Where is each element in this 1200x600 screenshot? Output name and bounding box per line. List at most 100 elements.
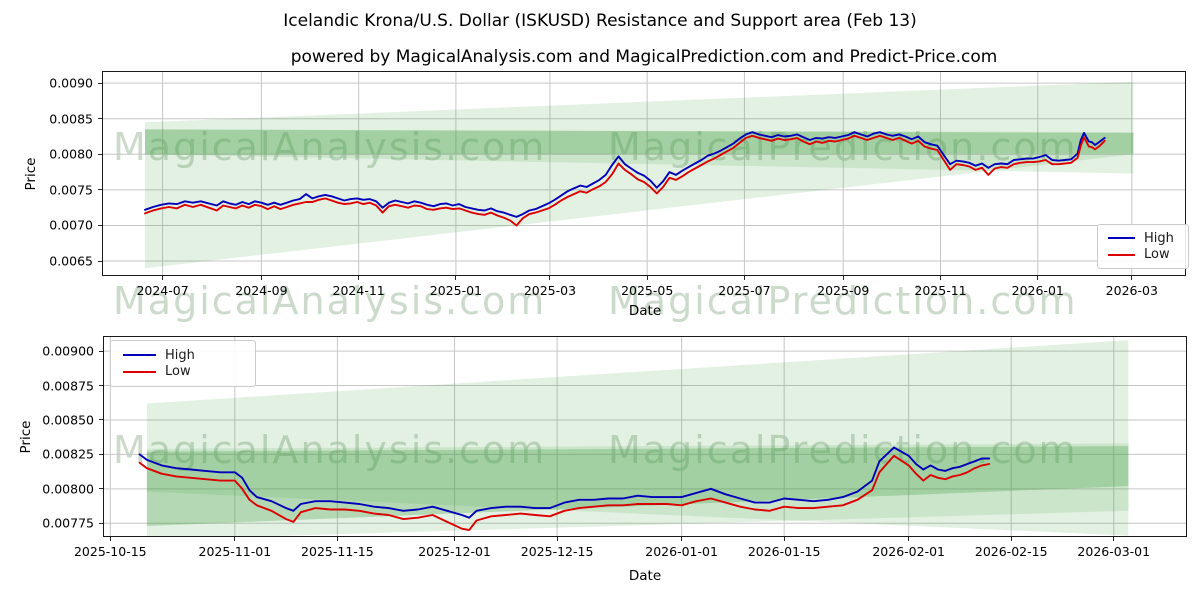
x-tick-label: 2025-11-15: [301, 544, 374, 559]
x-tick-label: 2026-01: [1011, 283, 1064, 298]
x-tick-label: 2025-05: [621, 283, 674, 298]
x-tick-label: 2026-03-01: [1077, 544, 1151, 559]
plot-border: [103, 336, 1187, 537]
y-axis-tick: [99, 522, 103, 524]
x-axis-tick: [549, 276, 551, 280]
y-axis-tick: [99, 350, 103, 352]
x-tick-label: 2025-01: [429, 283, 483, 298]
y-tick-label: 0.0065: [49, 253, 93, 269]
y-tick-label: 0.00875: [42, 378, 94, 394]
axis-label-price: Price: [23, 157, 39, 191]
x-tick-label: 2025-03: [523, 283, 577, 298]
x-axis-tick: [454, 537, 456, 541]
y-axis-tick: [98, 260, 102, 262]
core-band: [145, 129, 1134, 155]
x-axis-tick: [260, 276, 262, 280]
x-axis-tick: [455, 276, 457, 280]
x-axis-tick: [783, 537, 785, 541]
y-axis-tick: [99, 488, 103, 490]
x-tick-label: 2026-01-01: [645, 544, 718, 559]
x-axis-tick: [681, 537, 683, 541]
high-line: [144, 131, 1106, 218]
y-tick-label: 0.0080: [49, 146, 93, 162]
x-axis-tick: [109, 537, 111, 541]
watermark-analysis: MagicalAnalysis.com: [113, 279, 547, 323]
x-tick-label: 2024-09: [235, 283, 288, 298]
x-tick-label: 2025-11-01: [198, 544, 272, 559]
top-price-chart: [102, 71, 1186, 276]
y-axis-tick: [98, 118, 102, 120]
legend-swatch-high: [1108, 237, 1135, 240]
x-tick-label: 2026-02-01: [872, 544, 945, 559]
legend-label: High: [1144, 230, 1174, 246]
y-axis-tick: [99, 453, 103, 455]
y-tick-label: 0.00825: [42, 446, 94, 462]
y-axis-tick: [98, 153, 102, 155]
x-tick-label: 2025-11: [914, 283, 967, 298]
y-axis-tick: [99, 419, 103, 421]
legend: High Low: [110, 340, 256, 387]
x-axis-tick: [646, 276, 648, 280]
resistance-band: [146, 340, 1129, 536]
low-line: [144, 134, 1106, 227]
x-axis-tick: [842, 276, 844, 280]
x-axis-tick: [743, 276, 745, 280]
x-axis-tick: [1037, 276, 1039, 280]
x-tick-label: 2026-03: [1105, 283, 1158, 298]
x-axis-tick: [1113, 537, 1115, 541]
x-tick-label: 2024-11: [332, 283, 385, 298]
x-tick-label: 2026-01-15: [747, 544, 821, 559]
x-tick-label: 2025-10-15: [73, 544, 147, 559]
watermark-analysis: MagicalAnalysis.com: [113, 428, 547, 472]
x-axis-tick: [162, 276, 164, 280]
legend-label: Low: [1144, 247, 1170, 263]
x-tick-label: 2025-12-01: [418, 544, 491, 559]
x-tick-label: 2025-09: [817, 283, 870, 298]
y-axis-tick: [98, 189, 102, 191]
axis-label-price: Price: [18, 420, 34, 454]
x-axis-tick: [358, 276, 360, 280]
axis-label-date: Date: [628, 568, 662, 584]
legend-swatch-low: [1108, 253, 1135, 256]
x-axis-tick: [336, 537, 338, 541]
x-axis-tick: [234, 537, 236, 541]
chart-title: Icelandic Krona/U.S. Dollar (ISKUSD) Res…: [283, 11, 917, 31]
legend-item-low: Low: [123, 364, 243, 379]
core-band: [146, 446, 1129, 526]
y-tick-label: 0.00850: [42, 412, 94, 428]
resistance-band: [145, 81, 1134, 174]
low-line: [138, 454, 991, 532]
legend: High Low: [1097, 224, 1189, 269]
y-tick-label: 0.00800: [42, 481, 94, 497]
legend-swatch-high: [123, 354, 156, 357]
x-axis-tick: [1010, 537, 1012, 541]
watermark-prediction: MagicalPrediction.com: [608, 428, 1078, 472]
support-band: [145, 129, 1134, 269]
x-axis-tick: [940, 276, 941, 280]
x-axis-tick: [556, 537, 558, 541]
legend-item-low: Low: [1108, 247, 1178, 262]
plot-border: [102, 71, 1186, 276]
axis-label-date: Date: [628, 303, 662, 319]
legend-label: High: [165, 347, 195, 363]
x-tick-label: 2024-07: [136, 283, 189, 298]
watermark-prediction: MagicalPrediction.com: [608, 125, 1078, 169]
legend-item-high: High: [123, 348, 243, 363]
watermark-analysis: MagicalAnalysis.com: [113, 125, 547, 169]
legend-swatch-low: [123, 370, 156, 373]
legend-item-high: High: [1108, 231, 1178, 246]
watermark-prediction: MagicalPrediction.com: [608, 279, 1078, 323]
x-axis-tick: [1131, 276, 1133, 280]
y-tick-label: 0.0070: [49, 217, 93, 233]
y-tick-label: 0.00900: [42, 343, 94, 359]
x-tick-label: 2025-12-15: [520, 544, 594, 559]
y-tick-label: 0.00775: [42, 515, 94, 531]
y-axis-tick: [99, 385, 103, 387]
y-tick-label: 0.0075: [49, 182, 93, 198]
x-tick-label: 2025-07: [718, 283, 771, 298]
x-tick-label: 2026-02-15: [974, 544, 1048, 559]
bottom-price-chart: [103, 336, 1187, 537]
y-tick-label: 0.0085: [49, 111, 93, 127]
high-line: [138, 446, 991, 519]
